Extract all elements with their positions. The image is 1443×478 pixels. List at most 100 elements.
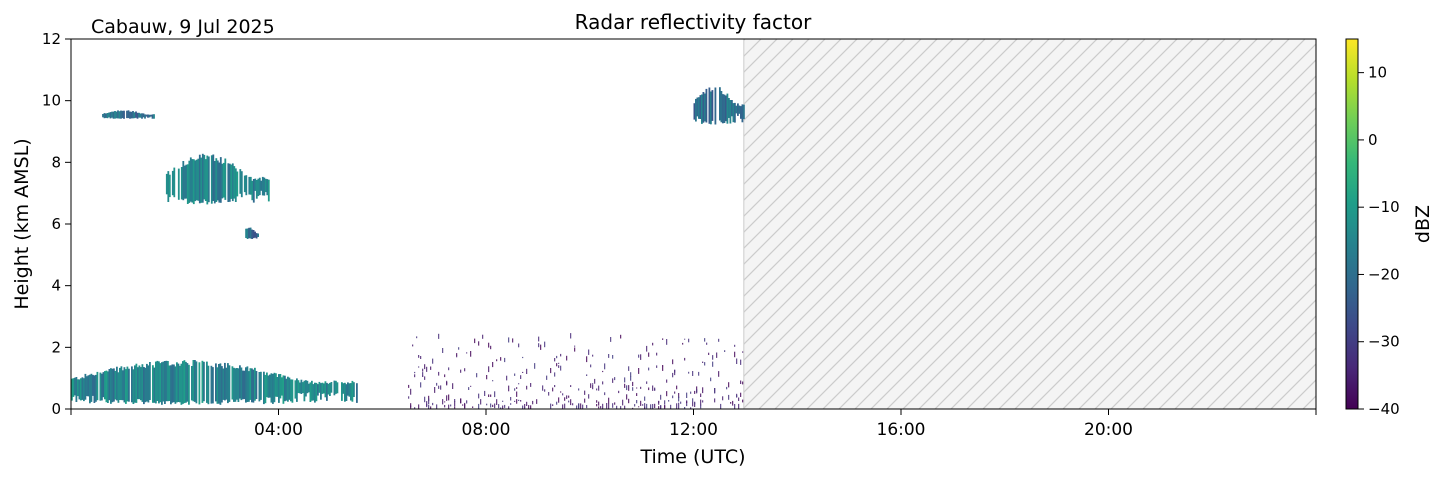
echo-pixel: [718, 338, 720, 342]
echo-pixel: [666, 339, 668, 345]
echo-pixel: [638, 354, 640, 358]
echo-column: [317, 384, 319, 396]
echo-column: [735, 105, 738, 114]
echo-column: [719, 87, 721, 121]
echo-pixel: [446, 380, 448, 385]
echo-column: [710, 91, 712, 125]
echo-column: [248, 176, 251, 195]
echo-pixel: [482, 334, 484, 339]
echo-pixel: [738, 397, 740, 401]
echo-pixel: [478, 393, 480, 399]
echo-pixel: [518, 399, 520, 401]
echo-pixel: [438, 385, 440, 389]
echo-pixel: [620, 406, 622, 409]
echo-pixel: [614, 402, 616, 405]
echo-pixel: [542, 385, 544, 391]
echo-pixel: [554, 372, 556, 377]
echo-pixel: [504, 404, 506, 408]
echo-pixel: [664, 400, 666, 405]
echo-pixel: [468, 387, 470, 390]
echo-column: [737, 103, 739, 116]
echo-pixel: [714, 398, 716, 403]
echo-column: [171, 364, 174, 403]
echo-pixel: [574, 347, 576, 352]
echo-pixel: [502, 405, 504, 409]
echo-pixel: [742, 381, 744, 385]
echo-pixel: [640, 400, 642, 406]
echo-column: [215, 363, 217, 402]
echo-pixel: [488, 366, 490, 373]
echo-column: [135, 363, 138, 403]
echo-column: [78, 379, 81, 400]
echo-column: [121, 110, 124, 119]
echo-pixel: [694, 402, 696, 405]
echo-pixel: [630, 372, 632, 377]
echo-column: [194, 160, 197, 202]
echo-pixel: [576, 405, 578, 409]
echo-column: [108, 369, 111, 401]
echo-column: [174, 366, 177, 404]
echo-column: [240, 171, 243, 198]
echo-column: [260, 371, 262, 400]
echo-pixel: [674, 369, 676, 376]
echo-pixel: [664, 405, 666, 409]
echo-column: [135, 111, 137, 118]
echo-pixel: [492, 404, 494, 407]
echo-column: [103, 113, 106, 119]
echo-column: [296, 378, 298, 402]
echo-pixel: [606, 403, 608, 409]
echo-pixel: [562, 404, 564, 409]
echo-column: [101, 373, 103, 401]
echo-pixel: [496, 399, 498, 405]
echo-column: [102, 114, 104, 118]
echo-pixel: [726, 386, 728, 390]
echo-pixel: [626, 394, 628, 400]
echo-pixel: [544, 341, 546, 348]
echo-column: [195, 159, 198, 201]
echo-pixel: [676, 385, 678, 390]
echo-pixel: [516, 399, 518, 404]
x-tick-label: 12:00: [669, 420, 718, 440]
echo-column: [110, 368, 112, 404]
echo-column: [245, 367, 247, 403]
echo-pixel: [556, 363, 558, 367]
echo-column: [714, 87, 717, 125]
echo-column: [192, 159, 195, 205]
echo-pixel: [478, 403, 480, 409]
echo-column: [240, 367, 243, 401]
echo-pixel: [662, 365, 664, 367]
echo-pixel: [532, 400, 534, 405]
echo-pixel: [578, 403, 580, 409]
echo-column: [114, 370, 117, 400]
echo-pixel: [600, 406, 602, 409]
echo-pixel: [708, 352, 710, 355]
echo-pixel: [700, 404, 702, 409]
echo-pixel: [722, 396, 724, 401]
echo-pixel: [694, 390, 696, 394]
echo-column: [350, 383, 352, 401]
echo-pixel: [596, 404, 598, 407]
echo-column: [161, 362, 163, 405]
echo-column: [729, 100, 732, 124]
echo-column: [303, 380, 306, 402]
echo-pixel: [682, 342, 684, 345]
echo-column: [236, 368, 238, 400]
echo-column: [122, 370, 124, 401]
echo-pixel: [522, 356, 524, 359]
echo-column: [264, 374, 267, 404]
echo-column: [264, 178, 267, 193]
echo-pixel: [690, 391, 692, 394]
echo-column: [143, 367, 145, 405]
echo-column: [86, 376, 88, 397]
echo-pixel: [622, 399, 624, 406]
echo-pixel: [628, 366, 630, 371]
echo-pixel: [424, 376, 426, 380]
echo-pixel: [732, 402, 734, 406]
echo-pixel: [494, 391, 496, 398]
echo-column: [248, 227, 250, 239]
echo-column: [356, 383, 358, 403]
echo-pixel: [732, 400, 734, 404]
echo-column: [728, 98, 730, 118]
echo-column: [140, 367, 142, 401]
echo-column: [126, 366, 129, 402]
